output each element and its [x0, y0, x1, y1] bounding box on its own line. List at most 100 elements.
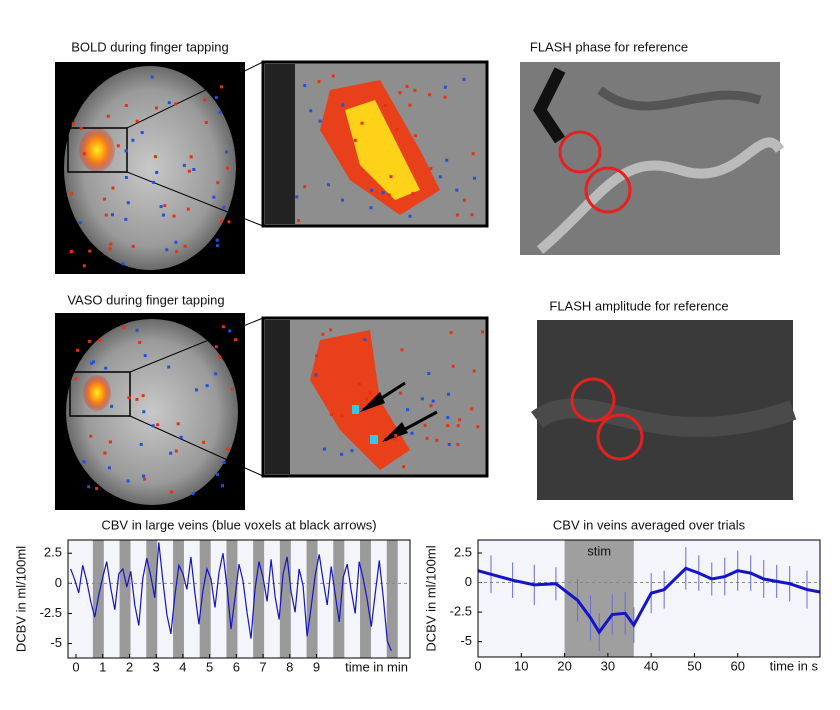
speckle	[458, 418, 462, 422]
speckle	[215, 244, 219, 248]
speckle	[204, 120, 208, 124]
speckle	[124, 149, 128, 153]
y-tick-label: -5	[460, 633, 472, 648]
speckle	[389, 175, 393, 179]
speckle	[124, 103, 128, 107]
vein-voxel	[352, 405, 359, 414]
speckle	[108, 440, 112, 444]
speckle	[446, 424, 450, 428]
speckle	[103, 451, 107, 455]
vein-marker	[570, 377, 616, 423]
speckle	[131, 244, 135, 248]
speckle	[92, 360, 96, 364]
speckle	[481, 330, 485, 334]
speckle	[151, 424, 155, 428]
activation	[345, 100, 420, 200]
vein-marker	[596, 413, 644, 461]
speckle	[446, 415, 450, 419]
chart-title: CBV in veins averaged over trials	[553, 517, 746, 532]
speckle	[364, 397, 368, 401]
speckle	[472, 176, 476, 180]
speckle	[82, 264, 86, 268]
speckle	[152, 180, 156, 184]
speckle	[74, 377, 78, 381]
stim-block	[386, 540, 398, 658]
speckle	[90, 361, 94, 365]
stim-block	[279, 540, 291, 658]
panel-title: FLASH amplitude for reference	[549, 298, 728, 313]
speckle	[169, 490, 173, 494]
brain	[66, 319, 238, 505]
y-tick-label: -5	[50, 635, 62, 650]
speckle	[71, 122, 75, 126]
speckle	[222, 205, 226, 209]
speckle	[428, 93, 432, 97]
speckle	[295, 195, 299, 199]
speckle	[214, 96, 218, 100]
speckle	[431, 399, 435, 403]
stim-block	[333, 540, 345, 658]
panel-title: VASO during finger tapping	[67, 292, 224, 307]
speckle	[194, 388, 198, 392]
y-tick-label: -2.5	[450, 604, 472, 619]
speckle	[429, 404, 433, 408]
speckle	[476, 425, 480, 429]
speckle	[408, 214, 412, 218]
speckle	[102, 197, 106, 201]
zoom-line	[126, 61, 264, 129]
speckle	[176, 422, 180, 426]
speckle	[159, 205, 163, 209]
speckle	[143, 477, 147, 481]
speckle	[182, 163, 186, 167]
speckle	[189, 155, 193, 159]
x-tick-label: 10	[514, 658, 528, 673]
speckle	[179, 435, 183, 439]
x-tick-label: 40	[644, 658, 658, 673]
speckle	[163, 204, 167, 208]
stim-block	[173, 540, 184, 658]
speckle	[227, 220, 231, 224]
speckle	[445, 158, 449, 162]
speckle	[456, 442, 460, 446]
speckle	[169, 451, 173, 455]
speckle	[141, 394, 145, 398]
speckle	[353, 138, 357, 142]
speckle	[443, 85, 447, 89]
stim-block	[119, 540, 131, 658]
speckle	[165, 248, 169, 252]
speckle	[230, 387, 234, 391]
speckle	[341, 103, 345, 107]
y-tick-label: 2.5	[454, 544, 472, 559]
speckle	[423, 423, 427, 427]
y-tick-label: 0	[55, 575, 62, 590]
texture	[597, 86, 762, 111]
speckle	[447, 392, 451, 396]
stim-block	[360, 540, 371, 658]
speckle	[174, 240, 178, 244]
speckle	[167, 365, 171, 369]
roi-box	[69, 371, 131, 417]
x-tick-label: 0	[72, 659, 79, 674]
speckle	[135, 328, 139, 332]
y-tick-label: -2.5	[40, 605, 62, 620]
speckle	[150, 75, 154, 79]
x-tick-label: 2	[126, 659, 133, 674]
x-tick-label: 20	[557, 658, 571, 673]
activation	[83, 375, 111, 411]
vaso-image	[55, 313, 489, 510]
zoom-line	[126, 171, 264, 227]
speckle	[104, 213, 108, 217]
speckle	[116, 144, 120, 148]
speckle	[95, 486, 99, 490]
speckle	[107, 466, 111, 470]
speckle	[156, 423, 160, 427]
x-tick-label: 5	[206, 659, 213, 674]
speckle	[215, 238, 219, 242]
amplitude-image	[530, 320, 797, 500]
speckle	[326, 183, 330, 187]
speckle	[214, 345, 218, 349]
panel-title: FLASH phase for reference	[530, 39, 688, 54]
texture	[536, 137, 785, 254]
speckle	[402, 465, 406, 469]
speckle	[215, 472, 219, 476]
